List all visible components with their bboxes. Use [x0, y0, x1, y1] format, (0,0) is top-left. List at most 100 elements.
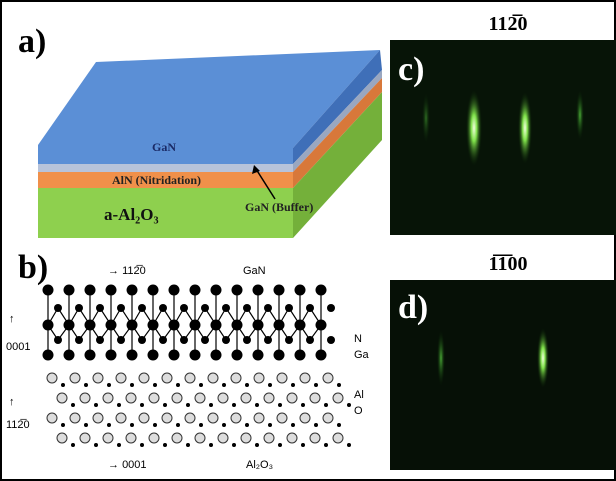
atom-al [291, 383, 295, 387]
atom-al [268, 383, 272, 387]
atom-al [94, 403, 98, 407]
atom-o [218, 393, 228, 403]
atom-o [195, 393, 205, 403]
atom-n [327, 336, 335, 344]
figure: a) GaN AlN (Nitridation) GaN (Buffer) a-… [0, 0, 616, 481]
atom-al [117, 443, 121, 447]
atom-o [287, 433, 297, 443]
atom-al [186, 443, 190, 447]
atom-o [231, 373, 241, 383]
atom-ga [274, 350, 285, 361]
atom-ga [232, 350, 243, 361]
atom-o [323, 413, 333, 423]
atom-o [126, 433, 136, 443]
streak [466, 90, 482, 166]
atom-al [209, 403, 213, 407]
atom-ga [85, 350, 96, 361]
atom-al [324, 403, 328, 407]
atom-ga [148, 350, 159, 361]
direction: 0001 [122, 459, 146, 471]
atom-ga [169, 350, 180, 361]
atom-o [300, 373, 310, 383]
atom-o [287, 393, 297, 403]
atom-ga [190, 285, 201, 296]
atom-o [70, 373, 80, 383]
atom-al [222, 423, 226, 427]
atom-ga [43, 350, 54, 361]
atom-o [300, 413, 310, 423]
atom-ga [316, 285, 327, 296]
atom-o [116, 413, 126, 423]
atom-ga [106, 350, 117, 361]
atom-o [218, 433, 228, 443]
atom-o [103, 433, 113, 443]
atom-al [117, 403, 121, 407]
atom-ga [316, 320, 327, 331]
panel-label: c) [398, 51, 424, 88]
atom-o [139, 373, 149, 383]
atom-ga [85, 285, 96, 296]
streak [537, 328, 549, 388]
atom-o [126, 393, 136, 403]
streak [422, 93, 430, 143]
atom-al [232, 443, 236, 447]
atom-al [268, 423, 272, 427]
atom-ga [64, 350, 75, 361]
atom-ga [43, 285, 54, 296]
atom-o [231, 413, 241, 423]
atom-al [163, 443, 167, 447]
atom-al [209, 443, 213, 447]
atom-al [61, 423, 65, 427]
atom-al [337, 423, 341, 427]
atom-ga [127, 350, 138, 361]
atom-al [84, 383, 88, 387]
atom-al [107, 383, 111, 387]
atom-o [208, 373, 218, 383]
atom-al [71, 443, 75, 447]
atom-o [310, 433, 320, 443]
atom-al [337, 383, 341, 387]
atom-o [47, 373, 57, 383]
direction-title: 1̅1̅00 [489, 253, 528, 275]
atom-o [323, 373, 333, 383]
layer-label: AlN (Nitridation) [112, 173, 201, 187]
atom-o [172, 433, 182, 443]
direction-label: → 112̅0 [108, 265, 146, 277]
atom-o [162, 373, 172, 383]
streak [437, 330, 445, 386]
material-label: GaN [243, 265, 266, 277]
atom-al [301, 443, 305, 447]
atom-al [84, 423, 88, 427]
atom-o [333, 393, 343, 403]
layer-label: GaN [152, 140, 176, 154]
atom-al [347, 403, 351, 407]
atom-o [195, 433, 205, 443]
atom-o [93, 373, 103, 383]
atom-ga [295, 285, 306, 296]
arrow: ↑ [9, 313, 15, 325]
atom-ga [295, 350, 306, 361]
arrow: ↑ [9, 396, 15, 408]
atom-ga [190, 350, 201, 361]
atom-ga [211, 285, 222, 296]
atom-o [162, 413, 172, 423]
atom-o [93, 413, 103, 423]
atom-o [172, 393, 182, 403]
atom-al [140, 403, 144, 407]
atom-o [254, 413, 264, 423]
atom-al [61, 383, 65, 387]
atom-al [153, 423, 157, 427]
atom-al [199, 383, 203, 387]
atom-o [264, 393, 274, 403]
atom-label: Ga [354, 349, 370, 361]
atom-o [139, 413, 149, 423]
atom-o [185, 373, 195, 383]
atom-n [327, 304, 335, 312]
atom-al [324, 443, 328, 447]
atom-o [149, 393, 159, 403]
atom-al [130, 383, 134, 387]
atom-o [277, 373, 287, 383]
streak [518, 92, 532, 164]
atom-al [314, 383, 318, 387]
panel-label: b) [18, 249, 48, 286]
